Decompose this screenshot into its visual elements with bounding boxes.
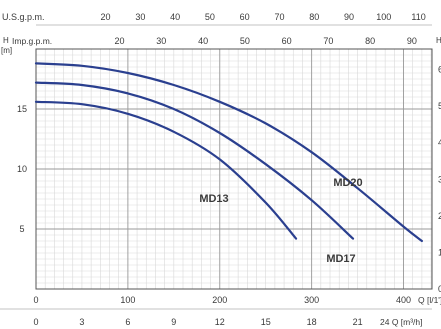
grid (36, 49, 432, 289)
head-m-tick-label: 10 (17, 164, 27, 174)
curve-md20 (34, 62, 423, 243)
head-m-label: H (3, 36, 9, 45)
axes (0, 24, 433, 310)
impgpm-tick-label: 60 (282, 36, 292, 46)
lmin-tick-label: 400 (396, 295, 411, 305)
usgpm-axis-label: U.S.g.p.m. (2, 12, 45, 22)
usgpm-tick-label: 20 (101, 12, 111, 22)
plot-frame (35, 48, 433, 290)
head-ft-tick-label: 50 (438, 101, 441, 111)
m3h-tick-label: 3 (79, 317, 84, 327)
impgpm-tick-label: 90 (407, 36, 417, 46)
m3h-tick-label: 0 (33, 317, 38, 327)
head-ft-tick-label: 60 (438, 65, 441, 75)
head-m-tick-label: 15 (17, 104, 27, 114)
m3h-axis-label: 24 Q [m³/h] (380, 317, 423, 327)
m3h-tick-label: 15 (261, 317, 271, 327)
lmin-tick-label: 300 (304, 295, 319, 305)
m3h-tick-label: 21 (353, 317, 363, 327)
usgpm-tick-label: 60 (240, 12, 250, 22)
lmin-tick-label: 200 (212, 295, 227, 305)
usgpm-tick-label: 90 (344, 12, 354, 22)
lmin-tick-label: 100 (120, 295, 135, 305)
curve-md13 (34, 100, 298, 240)
m3h-tick-label: 6 (125, 317, 130, 327)
curve-label-md17: MD17 (326, 253, 355, 265)
curve-label-md20: MD20 (333, 177, 362, 189)
usgpm-tick-label: 100 (376, 12, 391, 22)
head-ft-tick-label: 40 (438, 138, 441, 148)
head-ft-tick-label: 30 (438, 174, 441, 184)
m3h-tick-label: 9 (171, 317, 176, 327)
impgpm-tick-label: 50 (240, 36, 250, 46)
usgpm-tick-label: 40 (170, 12, 180, 22)
impgpm-tick-label: 30 (156, 36, 166, 46)
impgpm-tick-label: 80 (365, 36, 375, 46)
usgpm-tick-label: 70 (274, 12, 284, 22)
usgpm-tick-label: 80 (309, 12, 319, 22)
curve-label-md13: MD13 (199, 193, 228, 205)
head-ft-tick-label: 10 (438, 247, 441, 257)
impgpm-tick-label: 40 (198, 36, 208, 46)
head-ft-tick-label: 20 (438, 211, 441, 221)
m3h-tick-label: 18 (307, 317, 317, 327)
curves (34, 62, 423, 243)
impgpm-tick-label: 70 (323, 36, 333, 46)
head-ft-label: H (436, 36, 441, 45)
head-m-unit: [m] (1, 46, 12, 55)
m3h-tick-label: 12 (215, 317, 225, 327)
lmin-axis-label: Q [l/1'] (418, 295, 441, 305)
curve-md17 (34, 81, 355, 240)
lmin-tick-label: 0 (33, 295, 38, 305)
labels: U.S.g.p.m. 20 30 40 50 60 70 80 90 100 110Imp.g.p.… (1, 12, 441, 327)
head-m-tick-label: 5 (19, 224, 24, 234)
impgpm-tick-label: 20 (115, 36, 125, 46)
usgpm-tick-label: 30 (135, 12, 145, 22)
head-ft-tick-label: 0 (438, 284, 441, 294)
impgpm-axis-label: Imp.g.p.m. (12, 36, 52, 46)
usgpm-tick-label: 50 (205, 12, 215, 22)
usgpm-tick-label: 110 (411, 12, 425, 22)
